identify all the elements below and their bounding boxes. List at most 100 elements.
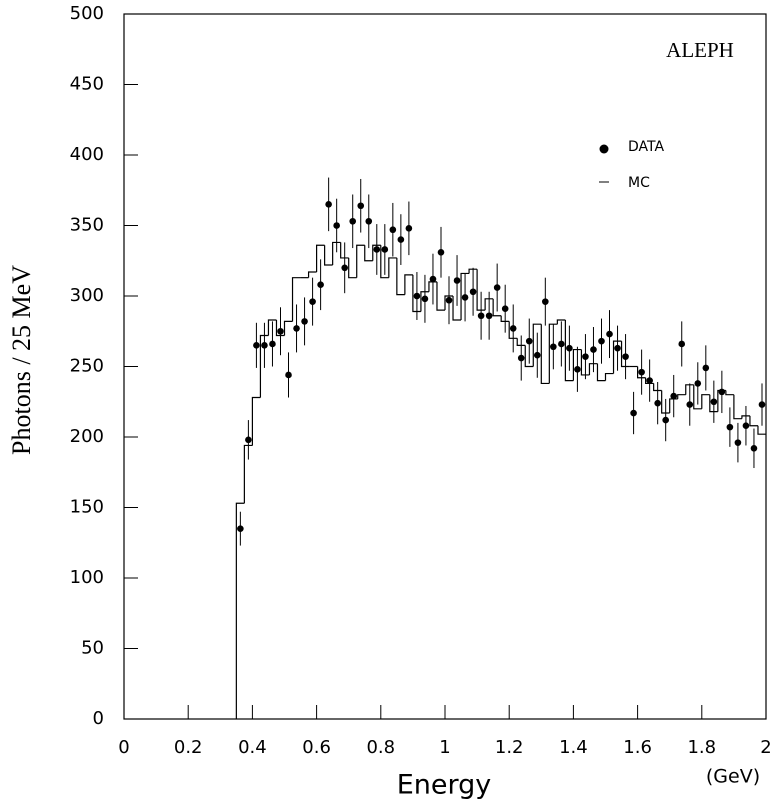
data-point: [445, 296, 453, 304]
data-point: [734, 439, 742, 446]
y-tick-label: 0: [93, 708, 104, 729]
histogram-bin: [251, 396, 261, 446]
data-point: [493, 284, 501, 291]
data-point: [341, 264, 348, 272]
data-point: [413, 292, 421, 300]
histogram-bin: [267, 319, 277, 336]
data-point: [349, 217, 357, 225]
histogram-bin: [677, 394, 686, 399]
data-point: [662, 416, 669, 424]
data-point: [670, 392, 678, 400]
histogram-bin: [524, 345, 534, 368]
y-tick-label: 250: [70, 356, 104, 377]
data-point: [333, 222, 340, 229]
histogram-bin: [693, 384, 702, 410]
x-tick-label: 0.8: [366, 737, 395, 758]
data-point: [742, 422, 750, 430]
data-point: [469, 288, 477, 296]
data-point: [542, 298, 549, 305]
data-point: [253, 342, 260, 349]
histogram-bin: [364, 245, 373, 262]
data-point: [501, 305, 509, 312]
histogram-bin: [283, 320, 293, 336]
x-axis-label: Energy: [397, 770, 492, 801]
data-point: [622, 353, 629, 360]
annotation: ALEPH: [666, 38, 734, 62]
histogram-bin: [291, 277, 301, 322]
histogram-bin: [548, 323, 558, 384]
histogram-bin: [420, 291, 429, 312]
histogram-bin: [243, 444, 253, 504]
data-point: [686, 401, 694, 408]
y-tick-label: 50: [81, 638, 104, 659]
data-point: [694, 380, 702, 387]
data-point: [317, 281, 324, 289]
x-tick-label: 1: [439, 737, 450, 758]
x-tick-label: 1.4: [559, 737, 588, 758]
data-point: [758, 401, 766, 408]
histogram-bin: [324, 245, 333, 266]
data-point: [373, 246, 381, 253]
data-point: [574, 366, 581, 373]
histogram-bin: [508, 321, 518, 339]
histogram-bin: [356, 244, 365, 278]
data-point: [533, 351, 541, 359]
histogram-bin: [460, 272, 470, 320]
data-point: [429, 275, 437, 283]
data-point: [237, 525, 244, 532]
histogram-bin: [404, 274, 413, 295]
histogram-bin: [556, 319, 566, 325]
x-axis-unit: (GeV): [706, 766, 760, 788]
histogram-bin: [436, 281, 445, 311]
x-tick-label: 0: [118, 737, 129, 758]
data-point: [566, 344, 573, 352]
plot-frame: [123, 13, 767, 720]
data-point: [646, 377, 653, 384]
data-point: [525, 337, 533, 345]
histogram-bin: [468, 268, 478, 274]
histogram-bin: [580, 349, 590, 376]
y-tick-label: 500: [70, 3, 104, 24]
data-point: [477, 312, 485, 320]
histogram-bin: [572, 348, 582, 381]
y-tick-label: 350: [70, 215, 104, 236]
data-point: [461, 294, 469, 301]
data-point: [509, 325, 517, 332]
y-tick-label: 150: [70, 497, 104, 518]
histogram-bin: [316, 244, 325, 273]
data-point: [357, 202, 365, 210]
histogram-bin: [484, 298, 494, 311]
data-point: [325, 201, 332, 208]
histogram-bin: [661, 390, 670, 414]
legend-marker: [599, 144, 609, 154]
histogram-bin: [235, 502, 245, 719]
histogram-bin: [709, 394, 718, 413]
histogram-bin: [612, 340, 622, 374]
data-point: [517, 354, 525, 362]
histogram-bin: [340, 242, 349, 259]
data-point: [389, 226, 397, 234]
histogram-bin: [307, 271, 317, 278]
data-point: [381, 246, 389, 253]
histogram-bin: [348, 257, 357, 279]
histogram-bin: [725, 390, 734, 396]
data-point: [702, 364, 710, 372]
data-point: [277, 327, 284, 335]
histogram-bin: [620, 341, 630, 368]
x-tick-label: 2: [760, 737, 771, 758]
y-tick-label: 300: [70, 285, 104, 306]
data-point: [397, 236, 405, 243]
histogram-bin: [476, 269, 486, 311]
histogram-bin: [275, 319, 285, 337]
x-tick-label: 1.2: [495, 737, 524, 758]
histogram-bin: [757, 425, 766, 435]
data-point: [293, 325, 300, 332]
data-point: [718, 388, 726, 396]
histogram-bin: [685, 384, 694, 395]
y-axis-label: Photons / 25 MeV: [7, 265, 36, 455]
data-point: [750, 444, 758, 452]
histogram-bin: [701, 394, 710, 409]
data-point: [405, 225, 413, 232]
data-point: [614, 344, 621, 352]
